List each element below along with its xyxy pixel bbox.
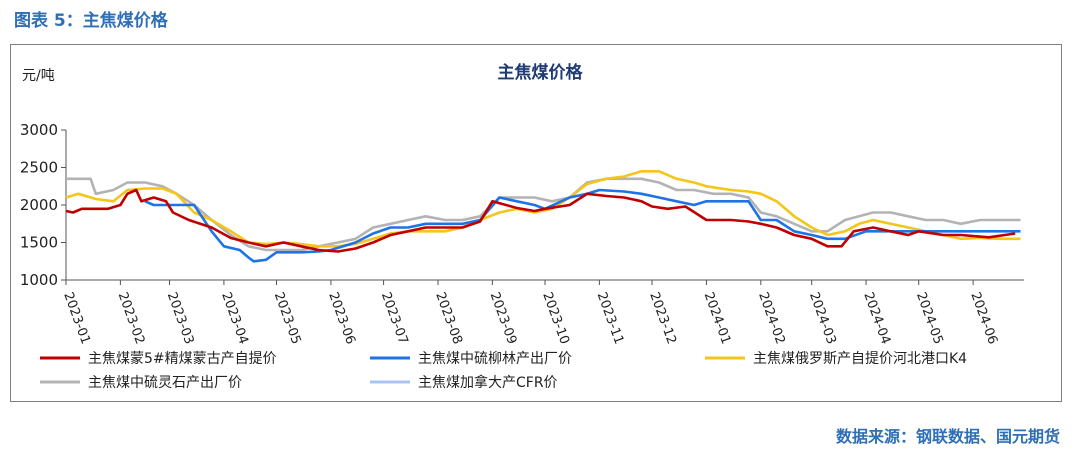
legend-label-3: 主焦煤中硫灵石产出厂价 — [88, 375, 242, 391]
series-line-3 — [66, 177, 1021, 252]
chart-frame — [10, 44, 1062, 402]
x-tick-label: 2023-03 — [164, 290, 197, 346]
x-tick-label: 2024-06 — [967, 290, 1000, 346]
y-tick-label: 1500 — [20, 234, 58, 252]
legend-label-0: 主焦煤蒙5#精煤蒙古产自提价 — [88, 351, 277, 367]
source-note: 数据来源：钢联数据、国元期货 — [835, 427, 1060, 446]
x-tick-label: 2023-09 — [487, 290, 520, 346]
y-tick-label: 2000 — [20, 196, 58, 214]
x-tick-label: 2023-12 — [646, 290, 679, 346]
x-tick-label: 2024-04 — [860, 290, 893, 346]
legend: 主焦煤蒙5#精煤蒙古产自提价 主焦煤中硫柳林产出厂价 主焦煤俄罗斯产自提价河北港口K… — [40, 350, 967, 391]
x-tick-label: 2023-04 — [218, 290, 251, 346]
x-tick-label: 2023-07 — [378, 290, 411, 346]
x-tick-label: 2023-11 — [594, 290, 627, 346]
y-axis-unit: 元/吨 — [22, 68, 55, 84]
axes: 1000 1500 2000 2500 3000 2023-01 2023-02 2023-0… — [20, 121, 1024, 346]
y-tick-label: 3000 — [20, 121, 58, 139]
series-line-2 — [65, 170, 1021, 248]
series-line-1 — [144, 188, 1021, 263]
x-tick-label: 2023-01 — [60, 290, 93, 346]
x-tick-label: 2024-05 — [913, 290, 946, 346]
figure-title: 图表 5：主焦煤价格 — [14, 11, 168, 31]
series-lines — [65, 170, 1021, 263]
legend-label-4: 主焦煤加拿大产CFR价 — [418, 374, 558, 391]
x-tick-label: 2023-02 — [115, 290, 148, 346]
x-tick-label: 2023-10 — [539, 290, 572, 346]
y-tick-label: 2500 — [20, 159, 58, 177]
x-tick-label: 2023-05 — [271, 290, 304, 346]
x-tick-label: 2023-06 — [325, 290, 358, 346]
chart-title: 主焦煤价格 — [498, 62, 584, 83]
legend-label-2: 主焦煤俄罗斯产自提价河北港口K4 — [753, 351, 967, 367]
series-line-0 — [65, 188, 1016, 253]
x-tick-label: 2024-02 — [755, 290, 788, 346]
x-tick-label: 2024-03 — [806, 290, 839, 346]
y-tick-label: 1000 — [20, 271, 58, 289]
legend-label-1: 主焦煤中硫柳林产出厂价 — [418, 350, 572, 367]
x-tick-label: 2024-01 — [701, 290, 734, 346]
x-tick-label: 2023-08 — [432, 290, 465, 346]
